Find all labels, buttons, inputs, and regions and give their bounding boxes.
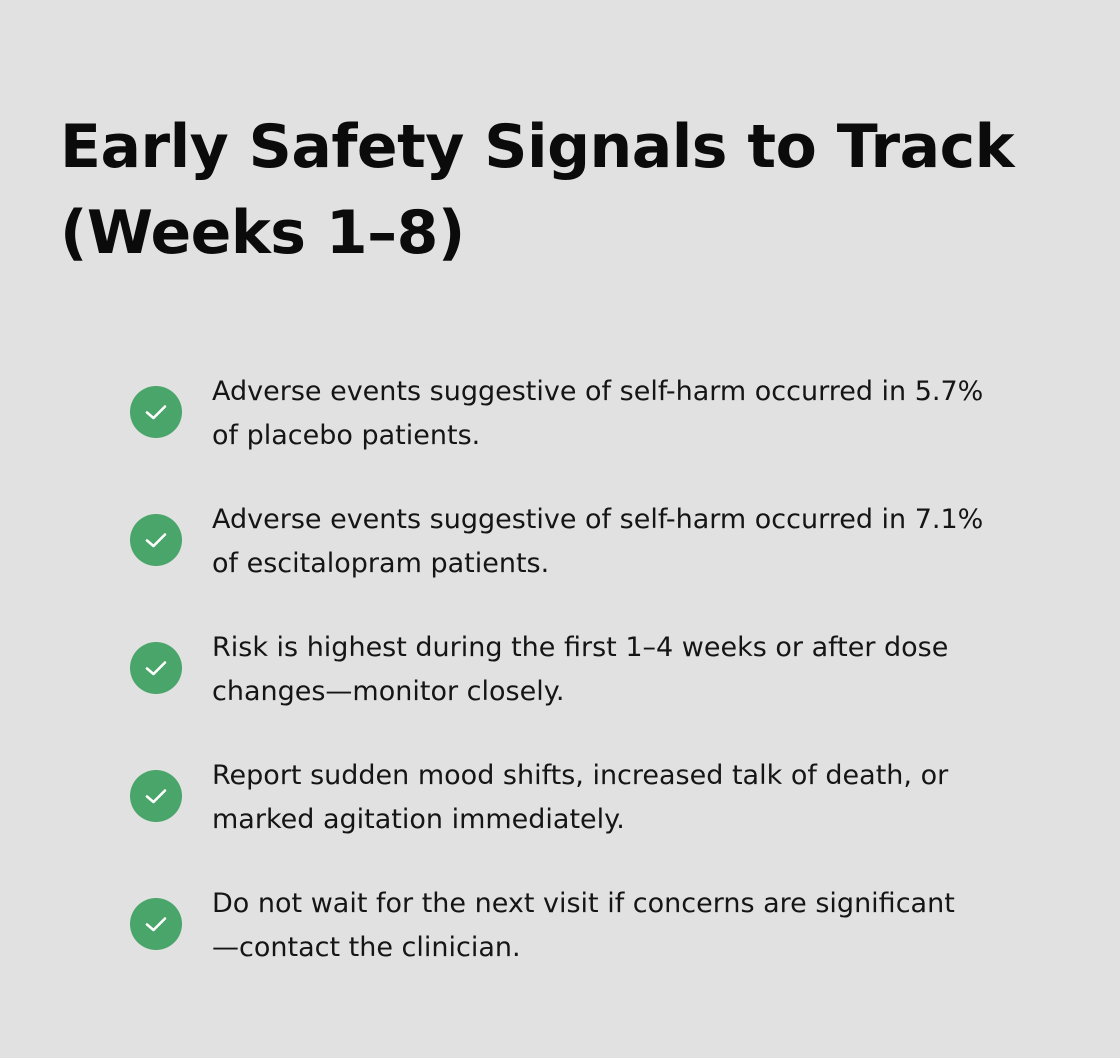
- list-item-text: Report sudden mood shifts, increased tal…: [212, 754, 1082, 842]
- list-item-line-2: of placebo patients.: [212, 420, 481, 451]
- list-item-line-1: Do not wait for the next visit if concer…: [212, 888, 955, 919]
- list-item-text: Adverse events suggestive of self-harm o…: [212, 370, 1082, 458]
- check-circle-icon: [130, 898, 182, 950]
- list-item-line-1: Risk is highest during the first 1–4 wee…: [212, 632, 949, 663]
- list-item: Report sudden mood shifts, increased tal…: [130, 750, 1090, 878]
- check-circle-icon: [130, 386, 182, 438]
- list-item-line-1: Report sudden mood shifts, increased tal…: [212, 760, 949, 791]
- list-item: Do not wait for the next visit if concer…: [130, 878, 1090, 1006]
- list-item-text: Risk is highest during the first 1–4 wee…: [212, 626, 1082, 714]
- list-item-line-2: changes—monitor closely.: [212, 676, 565, 707]
- list-item-line-1: Adverse events suggestive of self-harm o…: [212, 376, 984, 407]
- list-item-text: Adverse events suggestive of self-harm o…: [212, 498, 1082, 586]
- list-item: Adverse events suggestive of self-harm o…: [130, 494, 1090, 622]
- check-circle-icon: [130, 514, 182, 566]
- list-item-line-2: marked agitation immediately.: [212, 804, 625, 835]
- list-item: Risk is highest during the first 1–4 wee…: [130, 622, 1090, 750]
- check-circle-icon: [130, 770, 182, 822]
- page-title-line-1: Early Safety Signals to Track: [60, 112, 1015, 182]
- list-item-line-1: Adverse events suggestive of self-harm o…: [212, 504, 984, 535]
- safety-signal-list: Adverse events suggestive of self-harm o…: [130, 366, 1090, 1006]
- list-item: Adverse events suggestive of self-harm o…: [130, 366, 1090, 494]
- list-item-line-2: —contact the clinician.: [212, 932, 521, 963]
- list-item-text: Do not wait for the next visit if concer…: [212, 882, 1082, 970]
- page-title-line-2: (Weeks 1–8): [60, 198, 465, 268]
- check-circle-icon: [130, 642, 182, 694]
- page-title: Early Safety Signals to Track (Weeks 1–8…: [60, 104, 1060, 276]
- list-item-line-2: of escitalopram patients.: [212, 548, 550, 579]
